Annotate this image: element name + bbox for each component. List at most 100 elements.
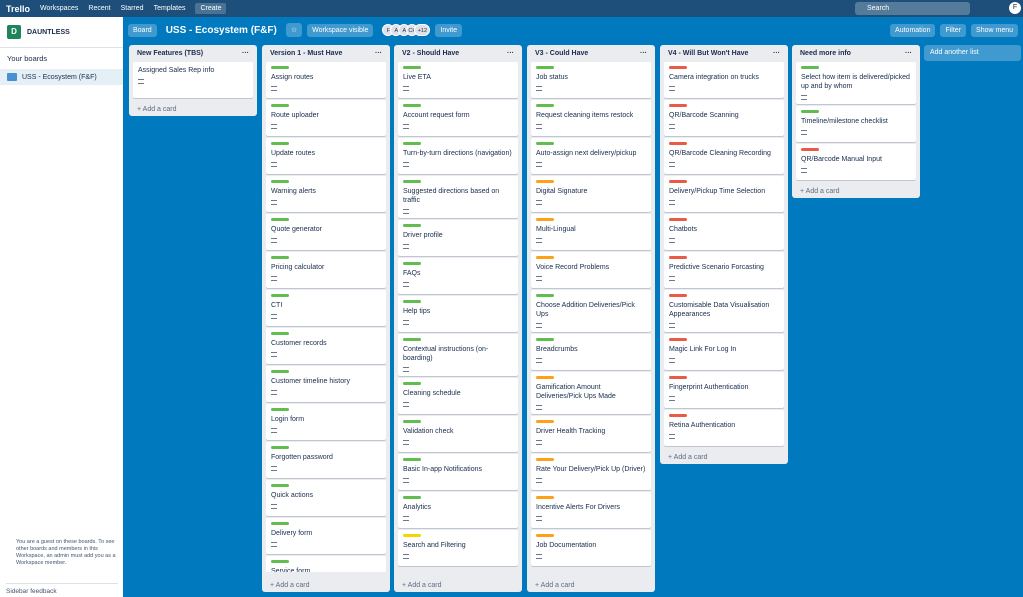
card[interactable]: Magic Link For Log In: [664, 334, 784, 370]
card[interactable]: Chatbots: [664, 214, 784, 250]
add-card-button[interactable]: + Add a card: [137, 106, 177, 113]
card-label[interactable]: [801, 66, 819, 69]
card-label[interactable]: [271, 142, 289, 145]
logo[interactable]: Trello: [6, 3, 31, 14]
card[interactable]: Contextual instructions (on-boarding): [398, 334, 518, 376]
add-card-text[interactable]: Add a card: [142, 106, 177, 113]
card[interactable]: Validation check: [398, 416, 518, 452]
invite-button[interactable]: Invite: [435, 23, 463, 37]
card[interactable]: Live ETA: [398, 62, 518, 98]
card[interactable]: Cleaning schedule: [398, 378, 518, 414]
card-label[interactable]: [669, 338, 687, 341]
card-label[interactable]: [536, 458, 554, 461]
add-card-text[interactable]: Add a card: [540, 582, 575, 589]
card[interactable]: Forgotten password: [266, 442, 386, 478]
star-button[interactable]: ☆: [285, 23, 303, 37]
card-label[interactable]: [536, 376, 554, 379]
card-label[interactable]: [403, 496, 421, 499]
board-name[interactable]: USS - Ecosystem (F&F): [22, 73, 97, 81]
add-card-text[interactable]: Add a card: [805, 188, 840, 195]
card-label[interactable]: [801, 110, 819, 113]
card[interactable]: Auto-assign next delivery/pickup: [531, 138, 651, 174]
automation-button[interactable]: Automation: [890, 23, 936, 37]
card[interactable]: Choose Addition Deliveries/Pick Ups: [531, 290, 651, 332]
card-label[interactable]: [403, 224, 421, 227]
card[interactable]: Quick actions: [266, 480, 386, 516]
list-menu[interactable]: ···: [242, 50, 249, 57]
card[interactable]: Assigned Sales Rep info: [133, 62, 253, 98]
card-label[interactable]: [271, 560, 289, 563]
card[interactable]: Voice Record Problems: [531, 252, 651, 288]
card[interactable]: CTI: [266, 290, 386, 326]
card[interactable]: Job Documentation: [531, 530, 651, 566]
card-label[interactable]: [536, 534, 554, 537]
card-label[interactable]: [669, 66, 687, 69]
card-label[interactable]: [403, 66, 421, 69]
menu-button[interactable]: Show menu: [971, 23, 1018, 37]
search-box[interactable]: Search: [855, 2, 970, 15]
card-label[interactable]: [271, 370, 289, 373]
card-label[interactable]: [271, 66, 289, 69]
card[interactable]: QR/Barcode Manual Input: [796, 144, 916, 180]
card-label[interactable]: [536, 496, 554, 499]
card-label[interactable]: [403, 458, 421, 461]
card-label[interactable]: [271, 256, 289, 259]
card[interactable]: Job status: [531, 62, 651, 98]
card-label[interactable]: [271, 294, 289, 297]
card-label[interactable]: [669, 218, 687, 221]
card-label[interactable]: [801, 148, 819, 151]
card[interactable]: Basic In-app Notifications: [398, 454, 518, 490]
board-title[interactable]: USS - Ecosystem (F&F): [165, 24, 277, 36]
card-label[interactable]: [669, 142, 687, 145]
card[interactable]: Update routes: [266, 138, 386, 174]
card[interactable]: Assign routes: [266, 62, 386, 98]
card[interactable]: Gamification Amount Deliveries/Pick Ups …: [531, 372, 651, 414]
card[interactable]: Rate Your Delivery/Pick Up (Driver): [531, 454, 651, 490]
card[interactable]: Account request form: [398, 100, 518, 136]
filter-button[interactable]: Filter: [940, 23, 967, 37]
card-label[interactable]: [271, 104, 289, 107]
card[interactable]: Driver Health Tracking: [531, 416, 651, 452]
card-label[interactable]: [271, 218, 289, 221]
list-title[interactable]: Need more info: [800, 50, 851, 57]
card[interactable]: Request cleaning items restock: [531, 100, 651, 136]
card-label[interactable]: [271, 332, 289, 335]
card[interactable]: Predictive Scenario Forcasting: [664, 252, 784, 288]
card-label[interactable]: [271, 446, 289, 449]
view-button[interactable]: Board: [128, 23, 157, 37]
card-label[interactable]: [403, 300, 421, 303]
card[interactable]: Help tips: [398, 296, 518, 332]
card[interactable]: QR/Barcode Scanning: [664, 100, 784, 136]
card-label[interactable]: [536, 294, 554, 297]
card[interactable]: Turn-by-turn directions (navigation): [398, 138, 518, 174]
nav-item[interactable]: Templates: [153, 5, 186, 12]
card[interactable]: Fingerprint Authentication: [664, 372, 784, 408]
card-label[interactable]: [669, 180, 687, 183]
card[interactable]: QR/Barcode Cleaning Recording: [664, 138, 784, 174]
list-title[interactable]: New Features (TBS): [137, 50, 204, 57]
card-label[interactable]: [403, 420, 421, 423]
card-label[interactable]: [403, 104, 421, 107]
list-title[interactable]: V4 - Will But Won't Have: [668, 50, 749, 57]
card-label[interactable]: [536, 338, 554, 341]
card[interactable]: Incentive Alerts For Drivers: [531, 492, 651, 528]
add-list-button[interactable]: Add another list: [924, 45, 1021, 61]
card[interactable]: FAQs: [398, 258, 518, 294]
card-label[interactable]: [403, 338, 421, 341]
card-label[interactable]: [271, 522, 289, 525]
feedback-link[interactable]: Sidebar feedback: [6, 583, 118, 595]
card-label[interactable]: [669, 294, 687, 297]
add-card-text[interactable]: Add a card: [673, 454, 708, 461]
add-card-button[interactable]: + Add a card: [800, 188, 840, 195]
card[interactable]: Breadcrumbs: [531, 334, 651, 370]
visibility-button[interactable]: Workspace visible: [307, 23, 374, 37]
card-label[interactable]: [403, 262, 421, 265]
list-menu[interactable]: ···: [640, 50, 647, 57]
more-members[interactable]: +12: [414, 24, 431, 36]
card-label[interactable]: [669, 256, 687, 259]
card-label[interactable]: [271, 484, 289, 487]
card[interactable]: Camera integration on trucks: [664, 62, 784, 98]
nav-item[interactable]: Workspaces: [40, 5, 79, 12]
list-menu[interactable]: ···: [773, 50, 780, 57]
list-title[interactable]: Version 1 - Must Have: [270, 50, 343, 57]
